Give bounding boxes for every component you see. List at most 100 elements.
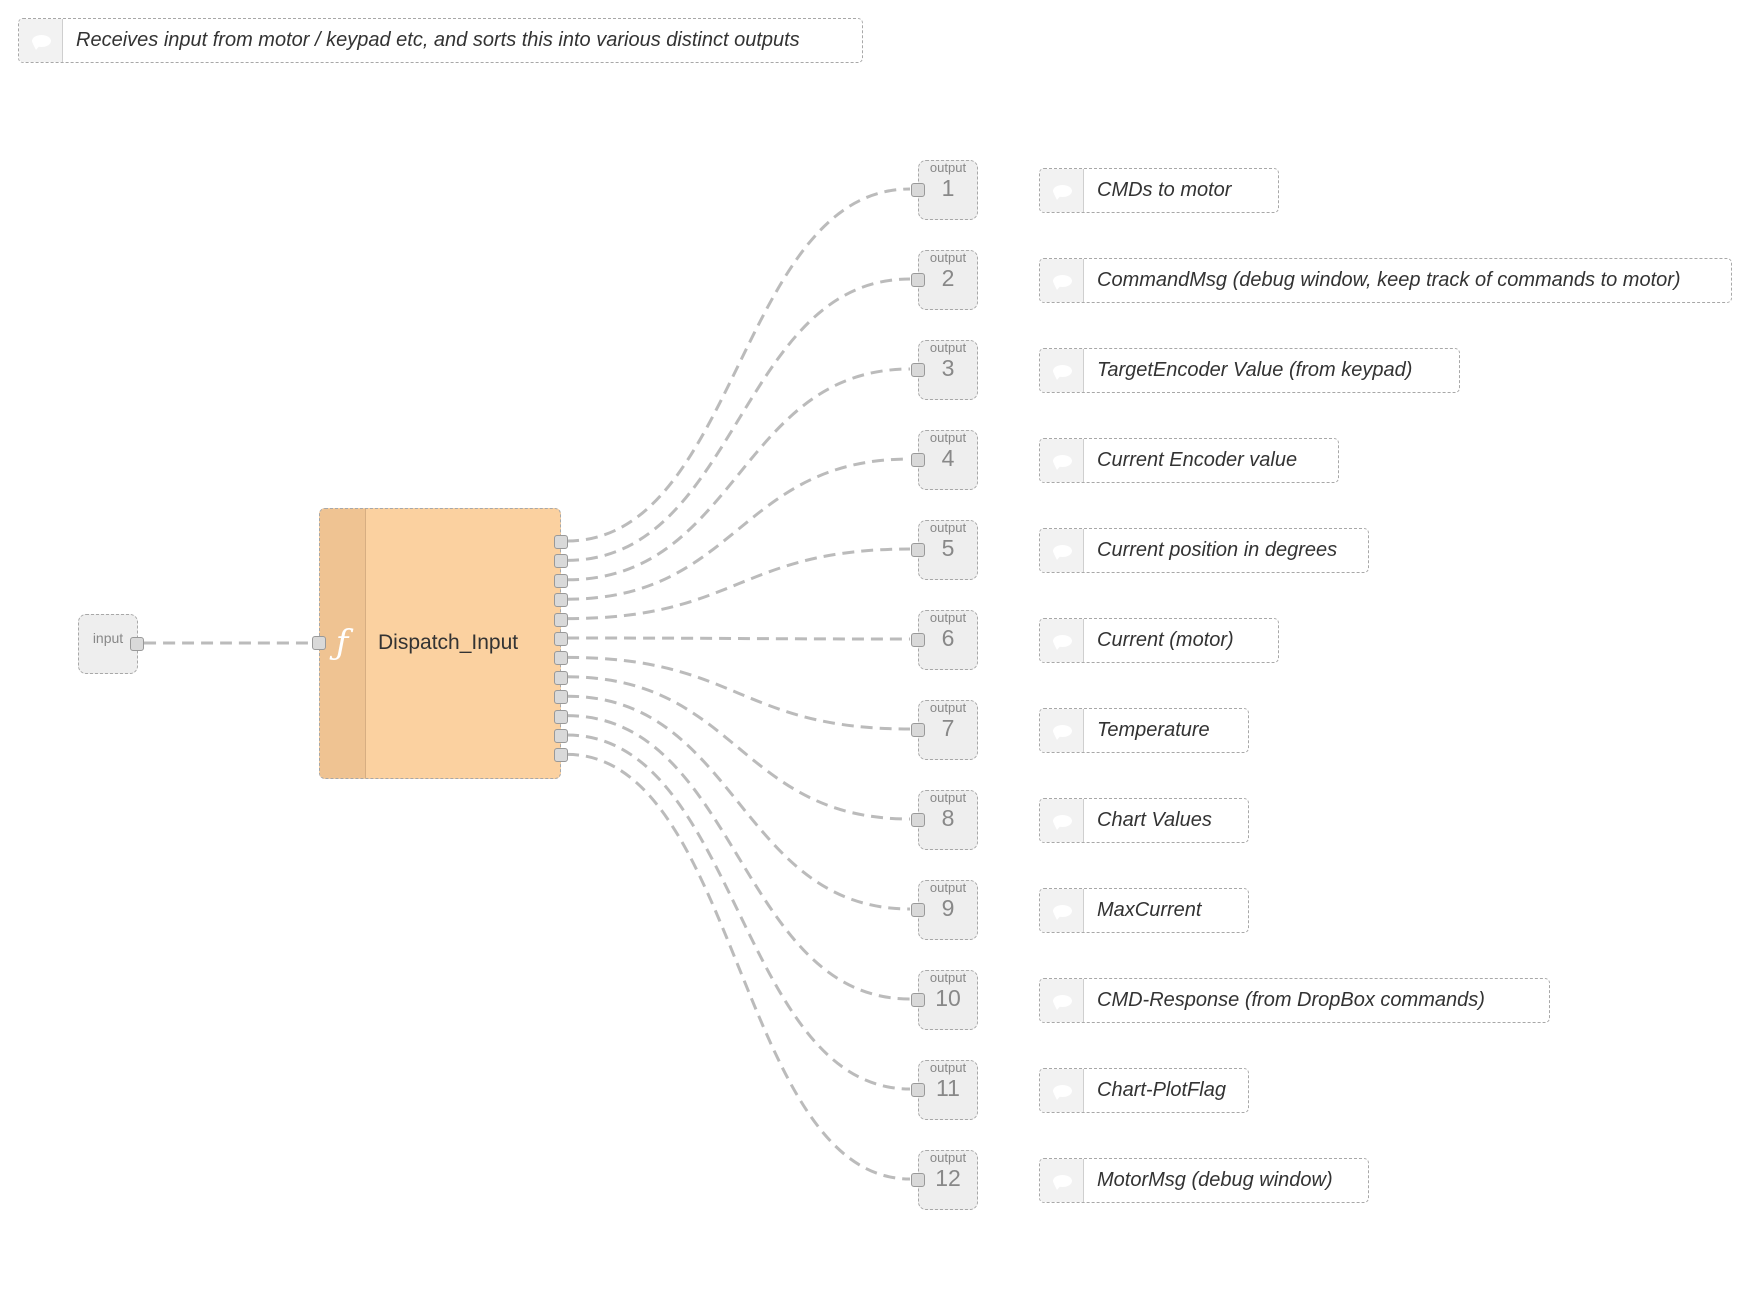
function-node-output-port[interactable] <box>554 612 568 627</box>
output-comment-text: Chart Values <box>1097 809 1212 831</box>
wire-to-output-8[interactable] <box>566 675 911 821</box>
output-comment-8[interactable]: Chart Values <box>1039 798 1249 843</box>
comment-icon <box>1040 439 1084 482</box>
output-node-label: output <box>929 880 967 895</box>
output-comment-2[interactable]: CommandMsg (debug window, keep track of … <box>1039 258 1732 303</box>
function-node-output-port[interactable] <box>554 651 568 666</box>
output-comment-text: MaxCurrent <box>1097 899 1202 921</box>
output-node-1[interactable]: output 1 <box>911 160 978 220</box>
wire-to-output-4[interactable] <box>566 457 911 601</box>
output-node-input-port[interactable] <box>911 1173 925 1187</box>
comment-icon <box>19 19 63 62</box>
wire-to-output-6[interactable] <box>566 636 911 641</box>
output-comment-6[interactable]: Current (motor) <box>1039 618 1279 663</box>
output-node-label: output <box>929 430 967 445</box>
function-node-output-port[interactable] <box>554 573 568 588</box>
function-node-output-port[interactable] <box>554 632 568 646</box>
output-node-number: 2 <box>941 265 955 291</box>
wire-to-output-10[interactable] <box>566 714 911 1001</box>
input-node[interactable]: input <box>78 614 144 674</box>
function-node-input-port[interactable] <box>312 636 326 650</box>
input-node-output-port[interactable] <box>130 637 144 651</box>
function-node-output-port[interactable] <box>554 709 568 724</box>
output-node-label: output <box>929 610 967 625</box>
output-node-label: output <box>929 1060 967 1075</box>
output-comment-9[interactable]: MaxCurrent <box>1039 888 1249 933</box>
output-node-10[interactable]: output 10 <box>911 970 978 1030</box>
output-node-input-port[interactable] <box>911 363 925 377</box>
output-node-number: 3 <box>941 355 955 381</box>
output-node-3[interactable]: output 3 <box>911 340 978 400</box>
comment-icon <box>1040 709 1084 752</box>
output-comment-12[interactable]: MotorMsg (debug window) <box>1039 1158 1369 1203</box>
comment-icon <box>1040 169 1084 212</box>
output-node-5[interactable]: output 5 <box>911 520 978 580</box>
output-node-number: 12 <box>935 1165 961 1191</box>
function-node-output-port[interactable] <box>554 748 568 763</box>
comment-icon <box>1040 529 1084 572</box>
wire-to-output-5[interactable] <box>566 547 911 621</box>
output-node-7[interactable]: output 7 <box>911 700 978 760</box>
output-node-input-port[interactable] <box>911 633 925 647</box>
output-node-input-port[interactable] <box>911 993 925 1007</box>
output-node-8[interactable]: output 8 <box>911 790 978 850</box>
output-node-input-port[interactable] <box>911 543 925 557</box>
output-node-4[interactable]: output 4 <box>911 430 978 490</box>
output-node-label: output <box>929 340 967 355</box>
output-node-2[interactable]: output 2 <box>911 250 978 310</box>
wire-to-output-7[interactable] <box>566 655 911 731</box>
comment-icon <box>1040 1159 1084 1202</box>
output-node-input-port[interactable] <box>911 453 925 467</box>
output-node-number: 5 <box>941 535 955 561</box>
output-node-input-port[interactable] <box>911 273 925 287</box>
output-node-input-port[interactable] <box>911 723 925 737</box>
function-node-output-port[interactable] <box>554 670 568 685</box>
wire-to-output-1[interactable] <box>566 187 911 543</box>
wire-to-output-12[interactable] <box>566 752 911 1181</box>
wire-to-output-9[interactable] <box>566 694 911 911</box>
output-comment-7[interactable]: Temperature <box>1039 708 1249 753</box>
output-node-9[interactable]: output 9 <box>911 880 978 940</box>
output-comment-5[interactable]: Current position in degrees <box>1039 528 1369 573</box>
function-node-name: Dispatch_Input <box>378 631 519 654</box>
output-node-number: 6 <box>941 625 955 651</box>
header-comment[interactable]: Receives input from motor / keypad etc, … <box>18 18 863 63</box>
wire-to-output-3[interactable] <box>566 367 911 582</box>
function-node-output-port[interactable] <box>554 535 568 549</box>
output-node-input-port[interactable] <box>911 183 925 197</box>
header-comment-text: Receives input from motor / keypad etc, … <box>76 29 800 51</box>
output-node-label: output <box>929 700 967 715</box>
comment-icon <box>1040 979 1084 1022</box>
comment-icon <box>1040 349 1084 392</box>
output-comment-10[interactable]: CMD-Response (from DropBox commands) <box>1039 978 1550 1023</box>
output-node-input-port[interactable] <box>911 903 925 917</box>
wire-to-output-2[interactable] <box>566 277 911 562</box>
output-node-number: 7 <box>941 715 955 741</box>
output-comment-text: Temperature <box>1097 719 1210 741</box>
output-node-6[interactable]: output 6 <box>911 610 978 670</box>
function-node-output-port[interactable] <box>554 729 568 743</box>
function-node-output-port[interactable] <box>554 690 568 705</box>
output-comment-text: Current Encoder value <box>1097 449 1298 471</box>
comment-icon <box>1040 619 1084 662</box>
function-node-output-port[interactable] <box>554 554 568 569</box>
output-node-number: 1 <box>941 175 955 201</box>
output-comment-4[interactable]: Current Encoder value <box>1039 438 1339 483</box>
function-node-output-port[interactable] <box>554 593 568 608</box>
output-comment-3[interactable]: TargetEncoder Value (from keypad) <box>1039 348 1460 393</box>
output-node-number: 8 <box>941 805 955 831</box>
output-node-label: output <box>929 250 967 265</box>
output-comment-text: CommandMsg (debug window, keep track of … <box>1097 269 1681 291</box>
output-comment-11[interactable]: Chart-PlotFlag <box>1039 1068 1249 1113</box>
output-comment-1[interactable]: CMDs to motor <box>1039 168 1279 213</box>
output-node-number: 4 <box>941 445 955 471</box>
output-node-input-port[interactable] <box>911 813 925 827</box>
output-node-number: 9 <box>941 895 955 921</box>
output-comment-text: MotorMsg (debug window) <box>1097 1169 1333 1191</box>
wire-to-output-11[interactable] <box>566 733 911 1091</box>
output-node-12[interactable]: output 12 <box>911 1150 978 1210</box>
function-node-dispatch-input[interactable]: ƒ Dispatch_Input <box>312 508 568 779</box>
comment-icon <box>1040 889 1084 932</box>
output-node-11[interactable]: output 11 <box>911 1060 978 1120</box>
output-node-input-port[interactable] <box>911 1083 925 1097</box>
